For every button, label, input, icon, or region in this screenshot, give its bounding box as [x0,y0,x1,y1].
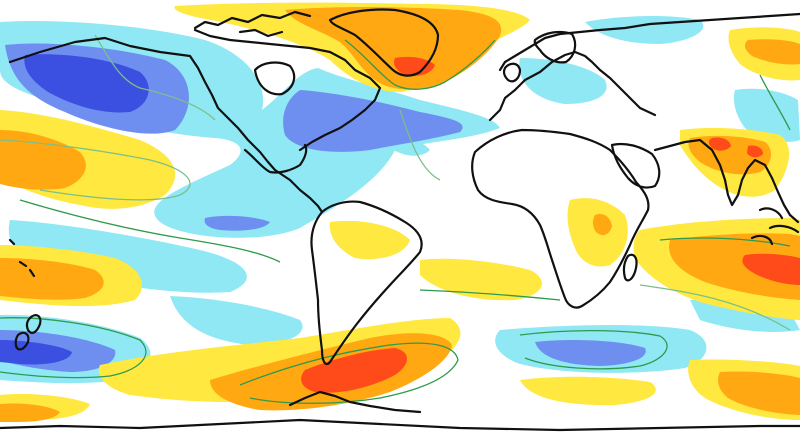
isoline [519,329,668,370]
scandinavia-coastline [533,30,577,64]
alaska-gulf-core [24,54,149,113]
madagascar-coastline [622,253,638,282]
south-pacific-core [0,340,72,365]
isoline [0,317,147,379]
southeast-pacific-negative-region [170,296,303,345]
indian-ocean-negative-region [733,88,800,142]
hudson-bay-coastline [253,61,296,96]
north-america-coastline [8,28,382,214]
coastlines [0,8,800,432]
antarctica-coastline [0,418,800,432]
north-atlantic-blue-region [283,90,463,152]
tropical-pacific-blue-patch [204,215,270,231]
indian-ocean-orange-region [669,233,800,300]
greenland-red-core [394,56,435,76]
new-zealand-coastline [14,314,42,351]
isoline [419,289,561,301]
isoline [239,342,459,404]
south-america-yellow-region [329,220,410,260]
isoline [759,74,791,131]
north-pacific-orange-region [0,130,86,190]
east-africa-orange-patch [592,214,612,236]
strong-negative-anomaly-regions [0,54,149,365]
south-atlantic-blue-region [535,340,646,366]
arctic-islands-coastline [193,10,312,38]
isoline [344,39,496,90]
asia-south-coastline [653,138,800,224]
drake-passage-red-core [301,348,408,393]
arabia-coastline [610,142,661,189]
africa-coastline [471,128,650,309]
india-red-patch [708,137,731,151]
india-red-patch-2 [747,145,763,158]
indian-ocean-red-core [742,253,800,285]
southeast-asia-islands-coastline [750,207,800,246]
southern-ocean-orange-far-west [0,403,60,422]
south-atlantic-yellow-band [420,258,542,301]
gulf-of-mexico-coastline [243,143,308,174]
isoline [399,109,441,181]
british-isles-coastline [502,62,522,83]
southern-ocean-yellow-east [520,376,656,406]
isoline [639,284,791,331]
isoline [659,237,791,247]
west-pacific-negative-region [8,220,247,293]
south-america-coastline [310,200,423,366]
southern-ocean-east-negative [690,299,800,332]
southern-ocean-orange-east [718,371,800,415]
isolines [0,34,791,404]
isoline [19,199,281,263]
strong-positive-anomaly-regions [301,56,800,393]
northeast-asia-orange-patch [744,39,800,65]
greenland-coastline [328,8,440,77]
antarctic-peninsula-coastline [288,390,422,414]
west-pacific-orange-region [0,258,104,300]
isoline [94,34,216,121]
europe-negative-region [519,58,607,104]
isoline [0,139,191,201]
pacific-islands-coastline [8,238,36,278]
